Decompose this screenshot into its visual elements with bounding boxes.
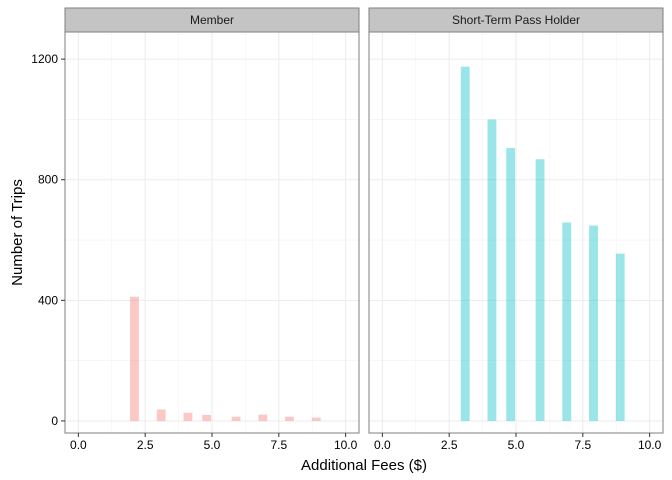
x-tick-label: 0.0 (70, 438, 87, 452)
bar (285, 416, 294, 421)
bar (562, 222, 572, 421)
facet-strip-label: Member (190, 13, 234, 27)
x-tick-label: 10.0 (638, 438, 662, 452)
bar (535, 159, 545, 421)
facet-strip (64, 7, 360, 33)
y-axis: 0 400 800 1200 (31, 52, 65, 428)
y-axis-title: Number of Trips (9, 179, 26, 286)
x-axis-title: Additional Fees ($) (301, 457, 427, 474)
bar (202, 414, 212, 421)
facet-strip-label: Short-Term Pass Holder (452, 13, 580, 27)
bar (460, 66, 470, 421)
y-tick-label: 800 (38, 173, 58, 187)
x-tick-label: 0.0 (374, 438, 391, 452)
x-tick-label: 2.5 (441, 438, 458, 452)
x-tick-label: 5.0 (204, 438, 221, 452)
bar (156, 409, 166, 421)
x-tick-label: 10.0 (334, 438, 358, 452)
bar (130, 296, 139, 421)
facet-strip (368, 7, 664, 33)
bar (311, 417, 321, 421)
y-tick-label: 400 (38, 293, 58, 307)
bar (258, 414, 268, 421)
y-tick-label: 1200 (31, 52, 58, 66)
bar (615, 253, 625, 421)
bar (487, 119, 497, 421)
x-tick-label: 7.5 (270, 438, 287, 452)
x-tick-label: 7.5 (574, 438, 591, 452)
x-tick-label: 2.5 (137, 438, 154, 452)
facet-panel: Member 0.0 2.5 5.0 7.5 10.0 (64, 7, 360, 452)
bar (231, 416, 241, 421)
bar (589, 225, 598, 421)
x-tick-label: 5.0 (508, 438, 525, 452)
bar (183, 412, 193, 421)
facet-panel: Short-Term Pass Holder 0.0 2.5 5.0 7.5 10.0 (368, 7, 664, 452)
y-tick-label: 0 (51, 414, 58, 428)
bar (506, 148, 516, 421)
